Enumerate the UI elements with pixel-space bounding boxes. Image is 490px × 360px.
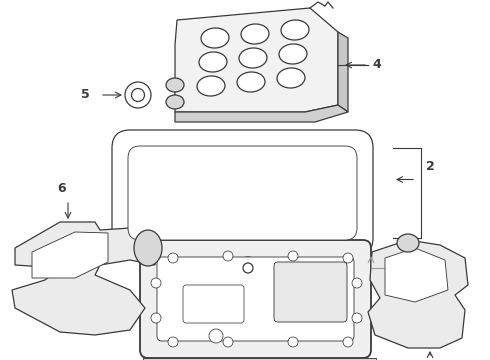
- Ellipse shape: [201, 28, 229, 48]
- Circle shape: [151, 313, 161, 323]
- Ellipse shape: [166, 95, 184, 109]
- Polygon shape: [32, 232, 108, 278]
- Circle shape: [288, 337, 298, 347]
- Circle shape: [343, 253, 353, 263]
- Ellipse shape: [243, 263, 253, 273]
- Ellipse shape: [241, 24, 269, 44]
- FancyBboxPatch shape: [140, 240, 371, 358]
- FancyBboxPatch shape: [112, 130, 373, 256]
- FancyBboxPatch shape: [274, 262, 347, 322]
- Circle shape: [352, 278, 362, 288]
- Circle shape: [168, 253, 178, 263]
- Text: 3: 3: [192, 261, 200, 274]
- Circle shape: [168, 337, 178, 347]
- Ellipse shape: [239, 48, 267, 68]
- Text: 2: 2: [426, 159, 435, 172]
- Polygon shape: [368, 240, 468, 348]
- FancyBboxPatch shape: [183, 285, 244, 323]
- Ellipse shape: [237, 257, 259, 279]
- Ellipse shape: [237, 72, 265, 92]
- Polygon shape: [385, 248, 448, 302]
- Circle shape: [209, 329, 223, 343]
- Circle shape: [352, 313, 362, 323]
- Polygon shape: [12, 222, 155, 335]
- Ellipse shape: [166, 78, 184, 92]
- Polygon shape: [143, 358, 376, 360]
- Circle shape: [343, 337, 353, 347]
- Ellipse shape: [199, 52, 227, 72]
- Ellipse shape: [277, 68, 305, 88]
- Ellipse shape: [131, 89, 145, 102]
- Ellipse shape: [125, 82, 151, 108]
- Text: 1: 1: [426, 261, 435, 274]
- Text: 5: 5: [81, 89, 90, 102]
- Ellipse shape: [397, 234, 419, 252]
- Text: 6: 6: [58, 182, 66, 195]
- Circle shape: [151, 278, 161, 288]
- Ellipse shape: [281, 20, 309, 40]
- Text: 4: 4: [372, 58, 381, 72]
- Circle shape: [288, 251, 298, 261]
- Circle shape: [223, 337, 233, 347]
- FancyBboxPatch shape: [157, 257, 354, 341]
- Ellipse shape: [279, 44, 307, 64]
- Polygon shape: [338, 32, 348, 112]
- Polygon shape: [175, 8, 338, 112]
- Circle shape: [223, 251, 233, 261]
- Ellipse shape: [197, 76, 225, 96]
- Polygon shape: [175, 105, 348, 122]
- Ellipse shape: [134, 230, 162, 266]
- FancyBboxPatch shape: [128, 146, 357, 240]
